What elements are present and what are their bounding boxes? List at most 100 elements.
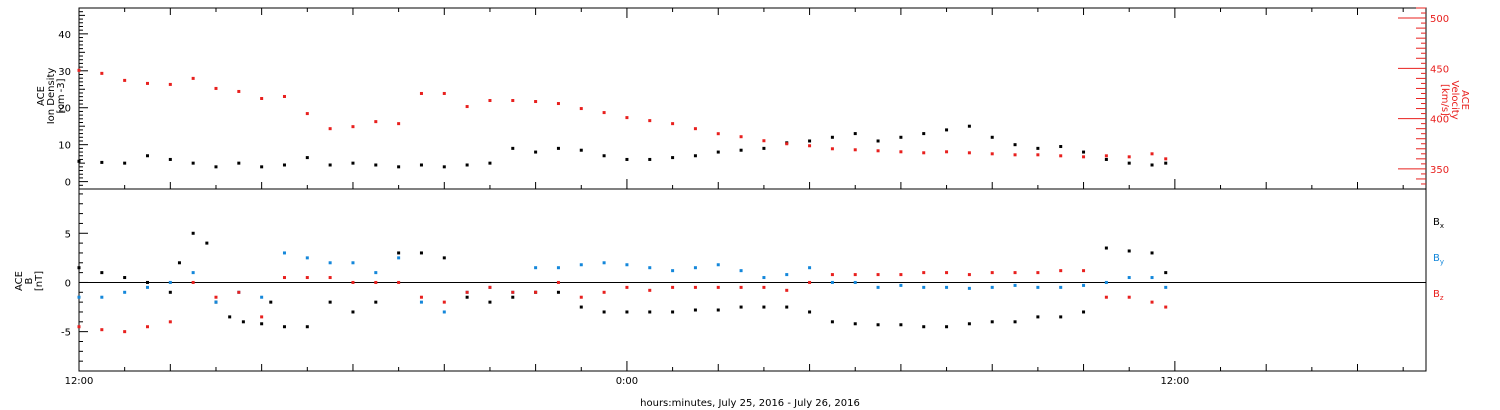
left-axis-label: ACEIon Density[cm -3] — [36, 68, 67, 125]
data-point — [716, 263, 720, 267]
data-point — [853, 280, 857, 284]
data-point — [488, 161, 492, 165]
data-point — [214, 300, 218, 304]
data-point — [762, 285, 766, 289]
data-point — [579, 107, 583, 111]
data-point — [945, 325, 949, 329]
right-axis-tick-label: 400 — [1430, 115, 1449, 126]
data-point — [205, 241, 209, 245]
data-point — [123, 330, 127, 334]
data-point — [762, 146, 766, 150]
data-point — [762, 305, 766, 309]
data-point — [556, 280, 560, 284]
data-point — [967, 322, 971, 326]
series-velocity — [77, 68, 1168, 161]
top-panel-frame — [78, 7, 1427, 190]
data-point — [351, 261, 355, 265]
data-point — [967, 124, 971, 128]
data-point — [808, 266, 812, 270]
data-point — [1082, 283, 1086, 287]
data-point — [465, 290, 469, 294]
x-tick-label: 12:00 — [1160, 376, 1189, 387]
data-point — [899, 273, 903, 277]
data-point — [1104, 295, 1108, 299]
data-point — [374, 163, 378, 167]
data-point — [579, 305, 583, 309]
legend-bz: Bz — [1433, 289, 1444, 302]
data-point — [214, 86, 218, 90]
data-point — [830, 147, 834, 151]
data-point — [967, 286, 971, 290]
data-point — [762, 139, 766, 143]
legend-by: By — [1433, 253, 1444, 266]
left-axis-tick-label: 10 — [58, 141, 71, 152]
data-point — [648, 310, 652, 314]
data-point — [397, 256, 401, 260]
data-point — [579, 295, 583, 299]
series-ion-density — [77, 124, 1168, 169]
data-point — [785, 305, 789, 309]
data-point — [1013, 271, 1017, 275]
data-point — [1059, 154, 1063, 158]
data-point — [830, 320, 834, 324]
data-point — [442, 310, 446, 314]
data-point — [419, 300, 423, 304]
data-point — [328, 261, 332, 265]
data-point — [260, 322, 264, 326]
data-point — [1036, 146, 1040, 150]
data-point — [1150, 276, 1154, 280]
data-point — [511, 295, 515, 299]
data-point — [1164, 161, 1168, 165]
data-point — [671, 285, 675, 289]
data-point — [556, 146, 560, 150]
data-point — [671, 310, 675, 314]
bottom-axis-label: ACEB[nT] — [14, 271, 45, 291]
data-point — [419, 295, 423, 299]
bottom-panel-frame — [78, 188, 1427, 372]
data-point — [419, 91, 423, 95]
data-point — [990, 271, 994, 275]
data-point — [785, 273, 789, 277]
data-point — [397, 251, 401, 255]
data-point — [77, 295, 81, 299]
ion-density-velocity-panel: 0 10 20 30 40 350 400 450 500 ACEIon Density[cm -… — [36, 7, 1470, 190]
left-axis-tick-label: 30 — [58, 67, 71, 78]
data-point — [602, 111, 606, 115]
data-point — [100, 160, 104, 164]
data-point — [1059, 269, 1063, 273]
data-point — [945, 285, 949, 289]
data-point — [785, 288, 789, 292]
right-axis-label: ACEVelocity[km/s] — [1439, 80, 1470, 119]
data-point — [1127, 249, 1131, 253]
data-point — [374, 300, 378, 304]
data-point — [191, 76, 195, 80]
data-point — [602, 310, 606, 314]
data-point — [648, 266, 652, 270]
data-point — [671, 156, 675, 160]
time-axis: 12:00 0:00 12:00 — [65, 8, 1404, 387]
data-point — [168, 280, 172, 284]
data-point — [693, 154, 697, 158]
data-point — [899, 150, 903, 154]
data-point — [876, 285, 880, 289]
data-point — [488, 285, 492, 289]
data-point — [351, 310, 355, 314]
data-point — [214, 165, 218, 169]
data-point — [625, 116, 629, 120]
data-point — [465, 105, 469, 109]
data-point — [77, 68, 81, 72]
data-point — [1164, 285, 1168, 289]
data-point — [990, 135, 994, 139]
data-point — [237, 89, 241, 93]
bottom-axis-tick-label: 0 — [65, 278, 71, 289]
data-point — [1082, 155, 1086, 159]
data-point — [100, 295, 104, 299]
data-point — [191, 231, 195, 235]
data-point — [328, 127, 332, 131]
data-point — [716, 308, 720, 312]
data-point — [328, 163, 332, 167]
data-point — [305, 276, 309, 280]
data-point — [488, 300, 492, 304]
x-tick-label: 0:00 — [616, 376, 638, 387]
